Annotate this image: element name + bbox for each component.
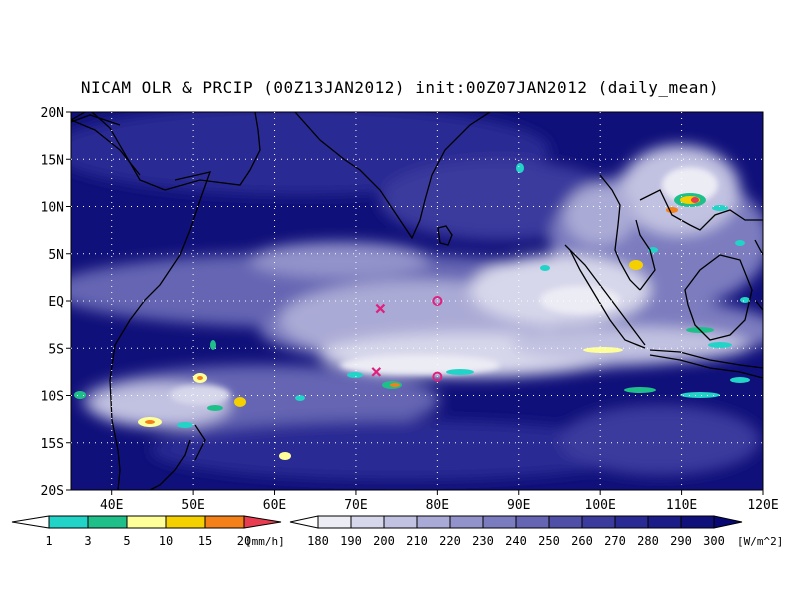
colorbar-segment [515,515,550,529]
colorbar-label: 260 [571,534,593,548]
lat-tick-label: EQ [48,295,64,310]
colorbar-arrow-left [11,515,50,529]
colorbar-label: 180 [307,534,329,548]
olr-field [71,112,763,490]
coastlines [71,112,763,490]
colorbar-segment [87,515,128,529]
lat-tick-label: 15S [41,437,64,452]
lon-tick-label: 110E [666,498,697,513]
colorbar-label: 200 [373,534,395,548]
colorbar-unit: [W/m^2] [737,535,783,548]
lon-tick-label: 60E [263,498,286,513]
colorbar-label: 3 [84,534,91,548]
colorbar-label: 15 [198,534,212,548]
lat-tick-label: 10N [41,201,64,216]
colorbar-segment [165,515,206,529]
colorbar-label: 230 [472,534,494,548]
colorbar-segment [204,515,245,529]
colorbar-segment [548,515,583,529]
colorbar-arrow-right [713,515,743,529]
x-marker [371,367,382,377]
colorbar-segment [614,515,649,529]
lon-tick-label: 80E [426,498,449,513]
colorbar-unit: [mm/h] [245,535,285,548]
colorbar-label: 280 [637,534,659,548]
lat-axis: 20N 15N 10N 5N EQ 5S 10S 15S 20S [41,106,71,499]
olr-colorbar: 180 190 200 210 220 230 240 250 260 270 280 290 300 [… [289,515,783,548]
colorbar-segment [482,515,517,529]
lat-tick-label: 10S [41,390,64,405]
colorbar-segment [126,515,167,529]
lon-tick-label: 120E [747,498,778,513]
colorbar-arrow-left [289,515,319,529]
colorbar-segment [416,515,451,529]
colorbar-segment [317,515,352,529]
colorbar-label: 300 [703,534,725,548]
colorbar-label: 20 [237,534,251,548]
colorbar-segment [350,515,385,529]
lat-tick-label: 5S [48,342,64,357]
colorbar-label: 10 [159,534,173,548]
lon-axis: 40E 50E 60E 70E 80E 90E 100E 110E 120E [100,490,779,513]
lat-tick-label: 20S [41,484,64,499]
colorbar-label: 270 [604,534,626,548]
colorbar-label: 5 [123,534,130,548]
lon-tick-label: 40E [100,498,123,513]
colorbar-segment [449,515,484,529]
circle-marker [432,371,443,382]
chart-title: NICAM OLR & PRCIP (00Z13JAN2012) init:00… [80,78,720,97]
colorbar-segment [383,515,418,529]
lat-tick-label: 15N [41,153,64,168]
colorbar-label: 240 [505,534,527,548]
colorbar-segment [647,515,682,529]
colorbar-label: 290 [670,534,692,548]
colorbar-label: 250 [538,534,560,548]
markers-layer [371,296,443,382]
colorbar-label: 220 [439,534,461,548]
lon-tick-label: 100E [585,498,616,513]
lon-tick-label: 50E [181,498,204,513]
precip-patches [74,163,750,460]
colorbar-segment [581,515,616,529]
colorbar-label: 190 [340,534,362,548]
colorbar-label: 1 [45,534,52,548]
x-marker [375,303,386,314]
lon-tick-label: 90E [507,498,530,513]
lat-tick-label: 5N [48,248,64,263]
lat-tick-label: 20N [41,106,64,121]
colorbar-arrow-right [243,515,282,529]
colorbar-segment [48,515,89,529]
colorbar-label: 210 [406,534,428,548]
precip-colorbar: 1 3 5 10 15 20[mm/h] [11,515,285,548]
grid-lines [71,112,763,490]
lon-tick-label: 70E [344,498,367,513]
colorbar-segment [680,515,715,529]
